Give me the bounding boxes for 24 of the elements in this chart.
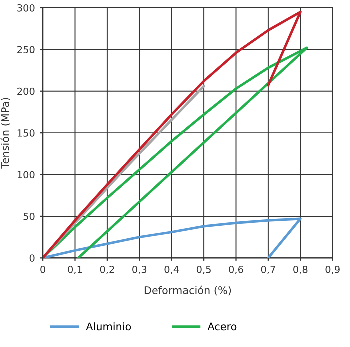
x-axis-title: Deformación (%) <box>144 286 232 296</box>
y-tick-label: 300 <box>18 4 35 12</box>
x-tick-label: 0,6 <box>229 266 244 274</box>
line-series <box>43 46 308 258</box>
legend-label: Aluminio <box>86 322 132 331</box>
y-tick-label: 100 <box>18 171 35 179</box>
x-tick-label: 0,7 <box>261 266 276 274</box>
x-tick-label: 0,9 <box>326 266 340 274</box>
x-tick-label: 0,8 <box>294 266 308 274</box>
x-tick-label: 0,4 <box>164 266 180 274</box>
line-series <box>43 218 302 258</box>
y-tick-label: 50 <box>24 212 35 220</box>
y-tick-label: 150 <box>18 130 35 137</box>
x-tick-label: 0 <box>40 266 46 274</box>
x-tick-label: 0,1 <box>68 266 82 274</box>
x-tick-label: 0,2 <box>100 266 114 274</box>
line-series <box>43 10 302 258</box>
y-axis-title: Tensión (MPa) <box>0 98 11 169</box>
y-tick-label: 0 <box>30 254 35 262</box>
x-tick-label: 0,5 <box>196 266 211 274</box>
x-tick-label: 0,3 <box>132 266 147 274</box>
y-tick-label: 250 <box>18 46 35 54</box>
y-tick-label: 200 <box>18 88 35 96</box>
legend-label: Acero <box>208 322 237 331</box>
